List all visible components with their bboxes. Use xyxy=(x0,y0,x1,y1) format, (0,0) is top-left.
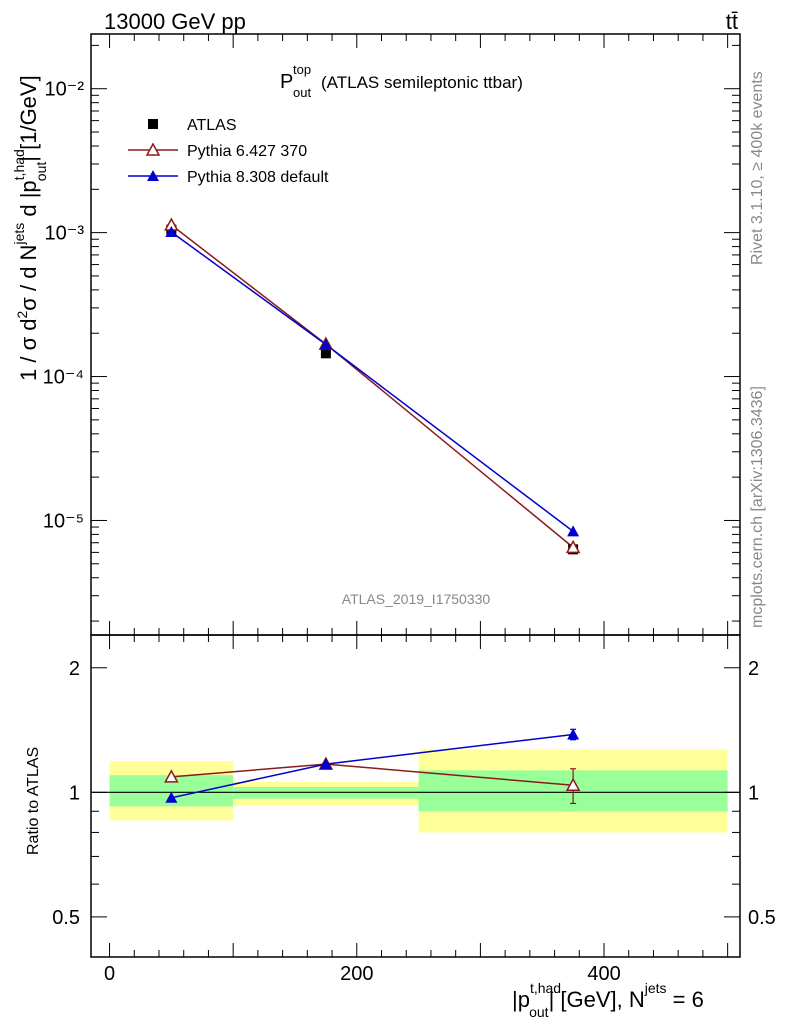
ratio-y-tick-label-left: 2 xyxy=(69,658,80,680)
ratio-point-0-0 xyxy=(164,769,179,783)
main-series-line-1 xyxy=(170,224,574,548)
legend-item-pythia8: Pythia 8.308 default xyxy=(128,169,329,186)
energy-label: 13000 GeV pp xyxy=(104,9,246,34)
ratio-point-1-0 xyxy=(165,791,178,803)
svg-text:Pythia 8.308 default: Pythia 8.308 default xyxy=(187,169,329,186)
svg-text:P: P xyxy=(280,71,293,93)
ratio-plot-frame xyxy=(90,634,741,958)
main-y-tick-label: 10⁻² xyxy=(45,79,85,101)
legend-item-pythia6: Pythia 6.427 370 xyxy=(128,142,307,160)
ratio-y-tick-label-left: 1 xyxy=(69,782,80,804)
main-point-0-1 xyxy=(320,348,331,359)
rivet-label: Rivet 3.1.10, ≥ 400k events xyxy=(749,71,766,265)
x-tick-label: 400 xyxy=(587,963,620,985)
svg-text:out: out xyxy=(293,85,311,100)
main-point-2-2 xyxy=(567,525,580,537)
ratio-y-tick-label-right: 2 xyxy=(748,658,759,680)
ratio-ylabel: Ratio to ATLAS xyxy=(25,747,42,855)
ratio-point-1-2 xyxy=(567,728,580,740)
ratio-point-0-2 xyxy=(565,777,581,792)
svg-text:Pythia 6.427 370: Pythia 6.427 370 xyxy=(187,143,307,160)
watermark-label: ATLAS_2019_I1750330 xyxy=(342,591,491,607)
main-y-tick-label: 10⁻⁴ xyxy=(43,367,84,389)
legend-item-atlas: ATLAS xyxy=(148,117,237,134)
svg-text:top: top xyxy=(293,62,311,77)
main-point-2-0 xyxy=(165,226,178,238)
svg-text:(ATLAS semileptonic ttbar): (ATLAS semileptonic ttbar) xyxy=(321,73,523,92)
main-point-1-2 xyxy=(565,539,581,554)
process-label: tt̄ xyxy=(726,9,738,34)
mcplots-label: mcplots.cern.ch [arXiv:1306.3436] xyxy=(749,386,766,628)
ratio-y-tick-label-right: 0.5 xyxy=(748,907,776,929)
ratio-y-tick-label-left: 0.5 xyxy=(52,907,80,929)
svg-text:ATLAS: ATLAS xyxy=(187,117,237,134)
main-ylabel: 1 / σ d2σ / d Njets d |pt,had out| [1/GeV… xyxy=(11,75,49,381)
main-y-tick-label: 10⁻⁵ xyxy=(43,510,84,532)
main-y-tick-label: 10⁻³ xyxy=(45,223,85,245)
ratio-y-tick-label-right: 1 xyxy=(748,782,759,804)
main-title: P top out (ATLAS semileptonic ttbar) xyxy=(280,62,523,100)
x-tick-label: 200 xyxy=(340,963,373,985)
x-axis-label: |pt,had out| [GeV], Njets = 6 xyxy=(512,980,704,1020)
ratio-point-1-1 xyxy=(319,758,332,770)
main-point-2-1 xyxy=(319,338,332,350)
x-tick-label: 0 xyxy=(104,963,115,985)
legend: ATLAS Pythia 6.427 370 Pythia 8.308 defa… xyxy=(128,117,329,186)
